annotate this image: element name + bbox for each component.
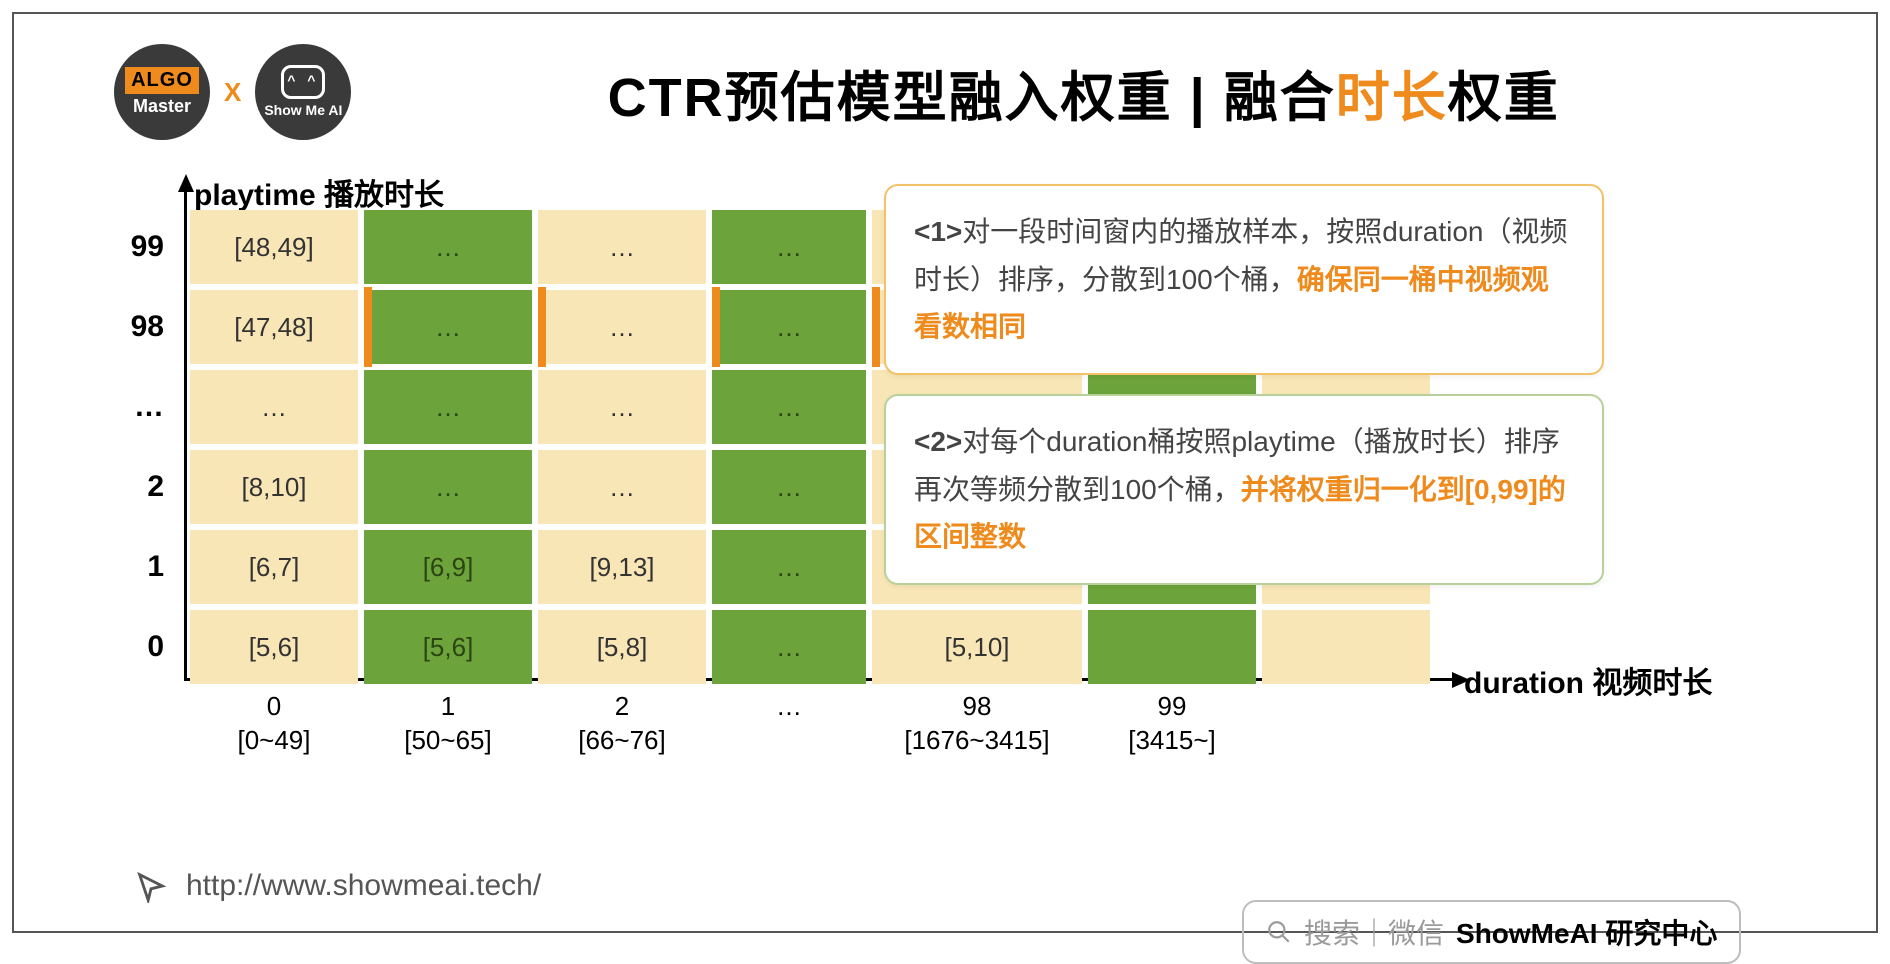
grid-cell: …: [364, 210, 532, 284]
grid-cell: [1088, 610, 1256, 684]
grid-cell: [6,7]: [190, 530, 358, 604]
grid-cell: …: [712, 370, 866, 444]
y-tick-labels: 9998…210: [104, 210, 164, 690]
y-axis-line: [184, 190, 187, 680]
logo-separator: X: [224, 77, 241, 108]
x-tick-index: 0: [267, 690, 281, 724]
y-tick: 99: [104, 210, 164, 284]
grid-cell: …: [712, 610, 866, 684]
y-axis-title: playtime 播放时长: [194, 170, 444, 214]
page-title: CTR预估模型融入权重 | 融合时长权重: [351, 53, 1816, 132]
x-tick-range: [66~76]: [578, 724, 665, 758]
x-tick-labels: 0[0~49]1[50~65]2[66~76]…98[1676~3415]99[…: [190, 690, 1430, 758]
grid-cell: [5,6]: [190, 610, 358, 684]
title-part2: 权重: [1448, 68, 1560, 128]
logo-algo-top: ALGO: [125, 67, 199, 94]
y-tick: 0: [104, 610, 164, 684]
grid-cell: …: [538, 370, 706, 444]
grid-cell: [48,49]: [190, 210, 358, 284]
grid-cell: …: [364, 290, 532, 364]
logo-group: ALGO Master X Show Me AI: [114, 44, 351, 140]
callout-2: <2>对每个duration桶按照playtime（播放时长）排序再次等频分散到…: [884, 394, 1604, 585]
grid-cell: [5,8]: [538, 610, 706, 684]
search-bold-text: ShowMeAI 研究中心: [1456, 912, 1717, 952]
x-tick-range: [0~49]: [237, 724, 310, 758]
x-tick-range: [50~65]: [404, 724, 491, 758]
x-tick-index: 99: [1158, 690, 1187, 724]
y-tick: 2: [104, 450, 164, 524]
grid-cell: [1262, 610, 1430, 684]
x-tick: 0[0~49]: [190, 690, 358, 758]
callout-1: <1>对一段时间窗内的播放样本，按照duration（视频时长）排序，分散到10…: [884, 184, 1604, 375]
x-tick: …: [712, 690, 866, 758]
logo-algo-bottom: Master: [133, 96, 191, 117]
grid-row: [5,6][5,6][5,8]…[5,10]: [190, 610, 1430, 684]
header: ALGO Master X Show Me AI CTR预估模型融入权重 | 融…: [14, 14, 1876, 150]
highlight-bar: [712, 287, 720, 367]
grid-cell: …: [712, 450, 866, 524]
grid-cell: [8,10]: [190, 450, 358, 524]
callout-1-tag: <1>: [914, 216, 962, 247]
grid-cell: …: [712, 290, 866, 364]
grid-cell: [5,6]: [364, 610, 532, 684]
search-icon: [1266, 919, 1292, 945]
y-axis-arrow-icon: [178, 174, 194, 192]
x-tick: 1[50~65]: [364, 690, 532, 758]
cursor-icon: [134, 869, 168, 903]
grid-cell: …: [364, 450, 532, 524]
grid-cell: …: [538, 210, 706, 284]
grid-cell: [6,9]: [364, 530, 532, 604]
showmeai-text: Show Me AI: [264, 103, 342, 118]
title-highlight: 时长: [1336, 68, 1448, 128]
x-tick-index: 98: [963, 690, 992, 724]
x-tick-range: [1676~3415]: [904, 724, 1049, 758]
title-part1: CTR预估模型融入权重 | 融合: [608, 68, 1336, 128]
grid-cell: [9,13]: [538, 530, 706, 604]
x-tick-range: [3415~]: [1128, 724, 1215, 758]
grid-cell: …: [538, 450, 706, 524]
showmeai-face-icon: [281, 65, 325, 99]
x-tick-index: 2: [615, 690, 629, 724]
x-axis-title: duration 视频时长: [1464, 658, 1796, 730]
highlight-bar: [872, 287, 880, 367]
highlight-bar: [538, 287, 546, 367]
grid-cell: …: [190, 370, 358, 444]
x-tick: 98[1676~3415]: [872, 690, 1082, 758]
grid-cell: [5,10]: [872, 610, 1082, 684]
showmeai-logo: Show Me AI: [255, 44, 351, 140]
x-tick: [1262, 690, 1430, 758]
x-tick-index: 1: [441, 690, 455, 724]
grid-cell: …: [538, 290, 706, 364]
y-tick: 98: [104, 290, 164, 364]
algo-master-logo: ALGO Master: [114, 44, 210, 140]
footer-url: http://www.showmeai.tech/: [186, 869, 541, 903]
search-grey-text: 搜索｜微信: [1304, 912, 1444, 952]
grid-cell: …: [364, 370, 532, 444]
grid-cell: [47,48]: [190, 290, 358, 364]
y-tick: 1: [104, 530, 164, 604]
footer: http://www.showmeai.tech/: [134, 869, 541, 903]
x-tick: 2[66~76]: [538, 690, 706, 758]
grid-cell: …: [712, 210, 866, 284]
highlight-bar: [364, 287, 372, 367]
y-tick: …: [104, 370, 164, 444]
callout-2-tag: <2>: [914, 426, 962, 457]
grid-cell: …: [712, 530, 866, 604]
x-tick-index: …: [776, 690, 802, 724]
search-pill: 搜索｜微信 ShowMeAI 研究中心: [1242, 900, 1741, 964]
x-tick: 99[3415~]: [1088, 690, 1256, 758]
